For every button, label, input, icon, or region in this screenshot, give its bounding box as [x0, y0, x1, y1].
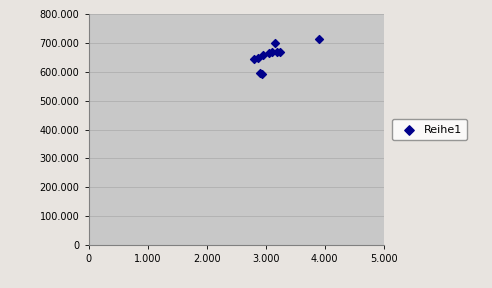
Reihe1 [274, 50, 281, 54]
Legend: Reihe1: Reihe1 [392, 119, 467, 140]
Reihe1 [265, 51, 273, 56]
Reihe1 [258, 72, 266, 76]
Reihe1 [250, 57, 258, 61]
Reihe1 [254, 55, 262, 60]
Reihe1 [315, 37, 323, 41]
Reihe1 [277, 50, 284, 55]
Reihe1 [256, 70, 264, 75]
Reihe1 [268, 50, 276, 54]
Reihe1 [259, 52, 267, 57]
Reihe1 [271, 41, 278, 46]
